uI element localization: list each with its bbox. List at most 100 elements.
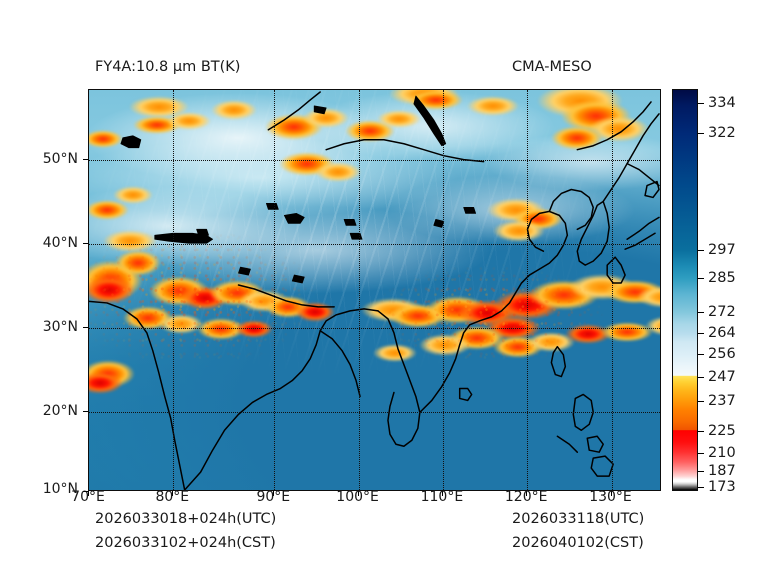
convective-cell <box>89 200 129 220</box>
colorbar-tick-mark <box>698 487 704 488</box>
colorbar-label-285: 285 <box>708 270 736 286</box>
colorbar-label-297: 297 <box>708 242 736 258</box>
frontal-band-cell <box>637 286 660 308</box>
lake-small-3 <box>349 232 363 240</box>
lake-small-8 <box>291 274 305 284</box>
convective-cell <box>467 96 519 116</box>
y-axis-label-20N: 20°N <box>42 403 78 419</box>
colorbar-label-237: 237 <box>708 393 736 409</box>
colorbar-tick-mark <box>698 278 704 279</box>
map-raster <box>89 90 660 490</box>
frontal-band-cell <box>527 332 575 352</box>
gridline-lat-20 <box>89 412 660 413</box>
colorbar-tick-mark <box>698 133 704 134</box>
coastline-philippines-luzon <box>572 393 594 432</box>
y-tick-mark <box>83 159 88 160</box>
footer-observation-time-utc: 2026033118(UTC) <box>512 511 645 527</box>
frontal-band-cell <box>601 322 653 342</box>
colorbar-label-256: 256 <box>708 346 736 362</box>
y-tick-mark <box>83 327 88 328</box>
coastline-bay-bengal <box>319 330 361 398</box>
footer-valid-time-cst: 2026033102+024h(CST) <box>95 535 276 551</box>
y-tick-mark <box>83 243 88 244</box>
colorbar-tick-mark <box>698 354 704 355</box>
convective-cell <box>115 250 161 276</box>
border-north <box>267 91 321 131</box>
colorbar-tick-mark <box>698 250 704 251</box>
coastline-hainan <box>458 387 473 402</box>
convective-cell <box>493 220 545 242</box>
footer-valid-time-utc: 2026033018+024h(UTC) <box>95 511 277 527</box>
gridline-lon-120 <box>527 90 529 490</box>
colorbar-gradient <box>673 90 697 490</box>
colorbar-label-173: 173 <box>708 479 736 495</box>
gridline-lon-90 <box>274 90 276 490</box>
y-axis-label-40N: 40°N <box>42 235 78 251</box>
border-himalaya <box>237 284 335 308</box>
y-axis-label-50N: 50°N <box>42 151 78 167</box>
x-axis-label-130E: 130°E <box>589 489 632 505</box>
chart-title-left: FY4A:10.8 μm BT(K) <box>95 59 241 75</box>
x-tick-mark <box>273 491 275 496</box>
colorbar-label-247: 247 <box>708 369 736 385</box>
colorbar-tick-mark <box>698 453 704 454</box>
pixel-noise-overlay <box>89 90 660 490</box>
border-amur <box>576 101 652 151</box>
coastline-japan-honshu <box>626 216 660 240</box>
lake-small-1 <box>265 203 279 210</box>
colorbar-tick-mark <box>698 431 704 432</box>
frontal-band-cell <box>645 316 660 336</box>
gridline-lat-50 <box>89 160 660 161</box>
colorbar-tick-mark <box>698 401 704 402</box>
y-axis-label-10N: 10°N <box>42 481 78 497</box>
gridline-lon-80 <box>173 90 175 490</box>
convective-cell <box>89 276 135 304</box>
x-tick-mark <box>526 491 528 496</box>
gridline-lon-110 <box>442 90 444 490</box>
coastline-overlay <box>89 91 660 490</box>
x-axis-label-120E: 120°E <box>504 489 548 505</box>
convective-cell <box>235 320 273 338</box>
convective-cell <box>315 162 361 182</box>
convective-cell <box>303 108 349 128</box>
lake-small-5 <box>313 105 327 115</box>
colorbar-label-210: 210 <box>708 445 736 461</box>
colorbar-label-272: 272 <box>708 304 736 320</box>
coastline-indochina-east <box>419 320 481 414</box>
lake-aral <box>120 135 142 149</box>
gridline-lon-130 <box>611 90 613 490</box>
colorbar-tick-mark <box>698 312 704 313</box>
x-tick-mark <box>610 491 612 496</box>
convective-cell <box>197 318 245 340</box>
convective-cell <box>89 130 123 148</box>
colorbar-tick-mark <box>698 333 704 334</box>
lake-small-7 <box>433 218 445 228</box>
convective-cell <box>377 110 421 128</box>
coastline-philippines-visayas <box>586 435 604 453</box>
gridline-lat-40 <box>89 244 660 245</box>
lake-small-9 <box>238 266 251 276</box>
lake-balkhash <box>154 232 213 244</box>
lake-baikal <box>413 95 447 147</box>
coastline-japan-hokkaido <box>644 180 660 199</box>
x-axis-label-90E: 90°E <box>256 489 291 505</box>
footer-observation-time-cst: 2026040102(CST) <box>512 535 644 551</box>
coastline-bohai <box>548 188 594 231</box>
coastline-philippines-mindanao <box>590 455 614 477</box>
convective-cell <box>345 120 395 142</box>
colorbar-tick-mark <box>698 377 704 378</box>
coastline-primorye <box>626 162 660 187</box>
lake-small-4 <box>196 228 209 236</box>
coastline-korea <box>576 200 610 266</box>
lake-small-2 <box>343 218 357 226</box>
convective-cell <box>113 186 153 204</box>
colorbar-label-334: 334 <box>708 95 736 111</box>
coastline-india <box>89 300 186 490</box>
convective-cell <box>89 372 123 394</box>
colorbar-tick-mark <box>698 471 704 472</box>
coastline-india-east <box>183 308 379 490</box>
coastline-taiwan <box>550 345 567 378</box>
x-axis-label-100E: 100°E <box>336 489 379 505</box>
x-axis-label-70E: 70°E <box>71 489 105 505</box>
